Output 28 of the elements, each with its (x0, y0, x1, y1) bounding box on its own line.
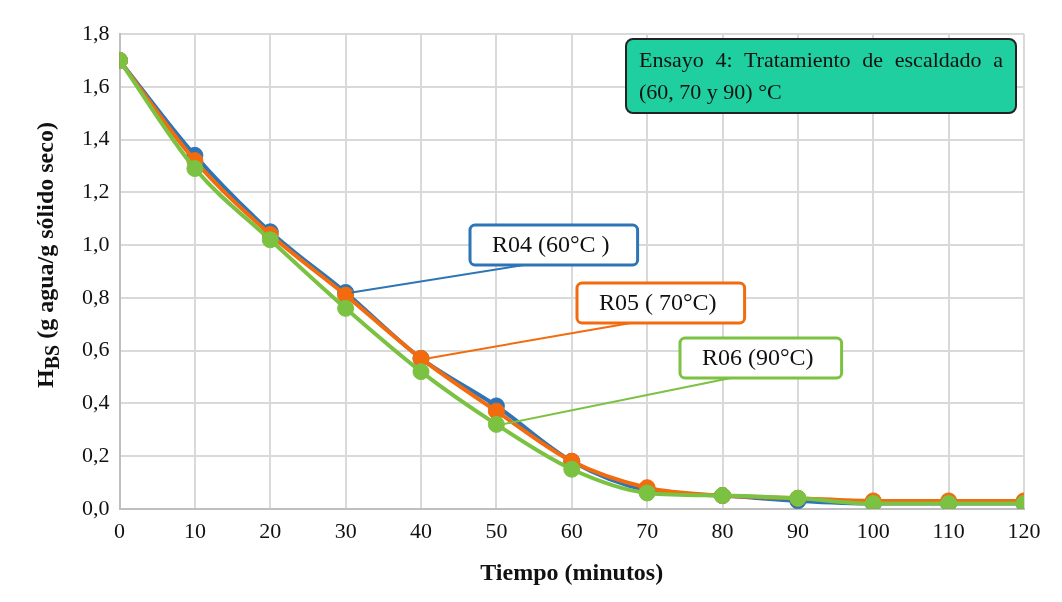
y-tick-label: 0,8 (82, 283, 110, 309)
text: R04 (60°C ) (492, 231, 610, 258)
text: Ensayo 4: Tratamiento de escaldado a (60, 70 y 90) °C (625, 38, 1017, 114)
x-tick-label: 40 (410, 517, 432, 543)
x-tick-label: 0 (114, 517, 125, 543)
y-tick-label: 0,2 (82, 441, 110, 467)
y-tick-label: 1,6 (82, 72, 110, 98)
text: R05 ( 70°C) (599, 289, 717, 316)
x-tick-label: 10 (183, 517, 206, 543)
y-tick-label: 1,0 (82, 230, 110, 256)
x-tick-label: 70 (636, 517, 659, 543)
x-tick-label: 90 (786, 517, 809, 543)
x-tick-label: 60 (560, 517, 583, 543)
y-tick-label: 1,4 (82, 125, 110, 151)
y-tick-label: 0,4 (82, 389, 110, 415)
x-tick-label: 50 (485, 517, 508, 543)
x-tick-label: 20 (259, 517, 282, 543)
x-tick-label: 120 (1007, 517, 1041, 543)
y-tick-label: 0,6 (82, 336, 110, 362)
x-tick-label: 80 (711, 517, 734, 543)
text: R06 (90°C) (702, 344, 814, 371)
x-tick-label: 30 (334, 517, 357, 543)
x-tick-label: 100 (856, 517, 890, 543)
y-tick-label: 0,0 (82, 494, 110, 520)
x-tick-label: 110 (932, 517, 965, 543)
y-tick-label: 1,2 (82, 178, 110, 204)
x-axis-title: Tiempo (minutos) (480, 558, 664, 585)
y-tick-label: 1,8 (82, 19, 110, 45)
